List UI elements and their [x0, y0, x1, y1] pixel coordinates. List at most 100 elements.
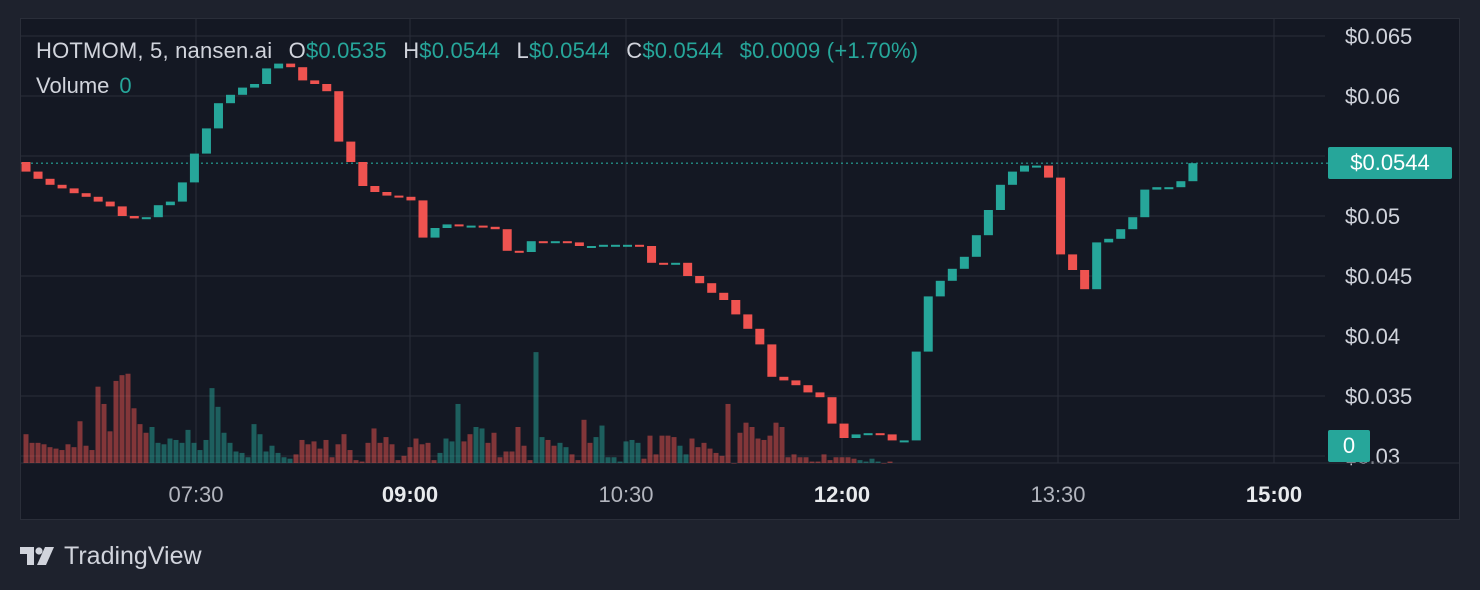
- candle: [250, 84, 260, 88]
- candle: [21, 162, 31, 172]
- candle: [574, 242, 584, 246]
- volume-bar: [149, 427, 155, 463]
- candle: [33, 171, 43, 179]
- candle: [791, 380, 801, 386]
- volume-bar: [503, 451, 509, 463]
- volume-bar: [815, 461, 821, 463]
- price-chart[interactable]: $0.065$0.06$0.055$0.05$0.045$0.04$0.035$…: [0, 0, 1480, 530]
- candle: [1104, 238, 1114, 243]
- candle: [1092, 242, 1102, 290]
- candle: [165, 201, 175, 206]
- candle: [177, 182, 187, 202]
- candle: [767, 344, 777, 377]
- x-tick-label: 09:00: [382, 482, 438, 507]
- candle: [442, 224, 452, 228]
- y-tick-label: $0.065: [1345, 24, 1412, 49]
- volume-bar: [665, 435, 671, 463]
- volume-bar: [551, 445, 557, 463]
- candle: [887, 434, 897, 441]
- symbol-label: HOTMOM, 5, nansen.ai: [36, 38, 273, 63]
- volume-bar: [83, 445, 89, 463]
- ohlc-legend: HOTMOM, 5, nansen.ai O$0.0535 H$0.0544 L…: [36, 38, 918, 64]
- low-value: $0.0544: [528, 38, 610, 63]
- candle: [454, 224, 464, 227]
- volume-bar: [695, 447, 701, 463]
- volume-bar: [641, 458, 647, 463]
- change-value: $0.0009 (+1.70%): [739, 38, 919, 63]
- candle: [623, 244, 632, 247]
- candle: [1140, 189, 1150, 218]
- candle: [659, 262, 669, 265]
- tradingview-brand[interactable]: TradingView: [20, 540, 202, 572]
- volume-bar: [77, 421, 83, 463]
- candle: [562, 241, 572, 244]
- candle: [490, 226, 500, 230]
- candle: [226, 94, 236, 104]
- volume-bar: [875, 461, 881, 463]
- volume-bar: [869, 458, 875, 463]
- high-label: H: [403, 38, 420, 63]
- volume-bar: [389, 444, 395, 463]
- volume-bar: [593, 437, 599, 463]
- volume-bar: [65, 444, 71, 463]
- volume-bar: [797, 457, 803, 463]
- x-tick-label: 15:00: [1246, 482, 1302, 507]
- volume-bar: [725, 403, 731, 463]
- volume-bar: [743, 422, 749, 463]
- volume-bar: [557, 442, 563, 463]
- volume-bar: [167, 438, 173, 463]
- candle: [213, 103, 223, 129]
- candle: [550, 241, 560, 244]
- close-label: C: [626, 38, 643, 63]
- x-tick-label: 07:30: [168, 482, 223, 507]
- candle: [93, 196, 103, 202]
- volume-bar: [839, 457, 845, 463]
- volume-bar: [71, 447, 77, 463]
- volume-bar: [233, 451, 239, 463]
- volume-bar: [269, 445, 275, 463]
- high-value: $0.0544: [419, 38, 501, 63]
- x-tick-label: 13:30: [1030, 482, 1085, 507]
- candle: [57, 184, 67, 189]
- candle: [105, 201, 115, 207]
- volume-bar: [323, 439, 329, 463]
- candle: [514, 250, 524, 253]
- volume-bar: [341, 434, 347, 463]
- volume-bar: [173, 439, 179, 463]
- volume-bar: [605, 457, 611, 463]
- volume-bar: [599, 425, 605, 463]
- candle: [947, 268, 957, 281]
- volume-bar: [575, 460, 581, 463]
- volume-bar: [833, 457, 839, 463]
- volume-bar: [347, 450, 353, 463]
- volume-bar: [29, 442, 35, 463]
- candle: [815, 392, 825, 398]
- candle: [274, 63, 284, 69]
- candle: [719, 292, 729, 300]
- volume-bar: [731, 463, 737, 464]
- volume-bar: [761, 439, 767, 463]
- volume-bar: [119, 375, 125, 463]
- candle: [959, 256, 969, 269]
- volume-bar: [671, 437, 677, 463]
- y-tick-label: $0.05: [1345, 204, 1400, 229]
- volume-bar: [23, 434, 29, 463]
- open-label: O: [288, 38, 306, 63]
- volume-bar: [455, 403, 461, 463]
- candle: [1116, 229, 1126, 239]
- volume-bar: [473, 427, 479, 463]
- volume-bar: [221, 432, 227, 463]
- volume-bar: [407, 447, 413, 463]
- candle: [346, 141, 356, 162]
- volume-bar: [497, 457, 503, 463]
- candle: [69, 188, 79, 194]
- volume-bar: [53, 448, 59, 463]
- volume-bar: [611, 457, 617, 463]
- candle: [1188, 163, 1198, 182]
- volume-bar: [329, 457, 335, 463]
- candle: [935, 280, 945, 297]
- volume-bar: [533, 352, 539, 463]
- volume-bar: [791, 454, 797, 463]
- candle: [1032, 165, 1042, 168]
- candle: [1019, 165, 1029, 172]
